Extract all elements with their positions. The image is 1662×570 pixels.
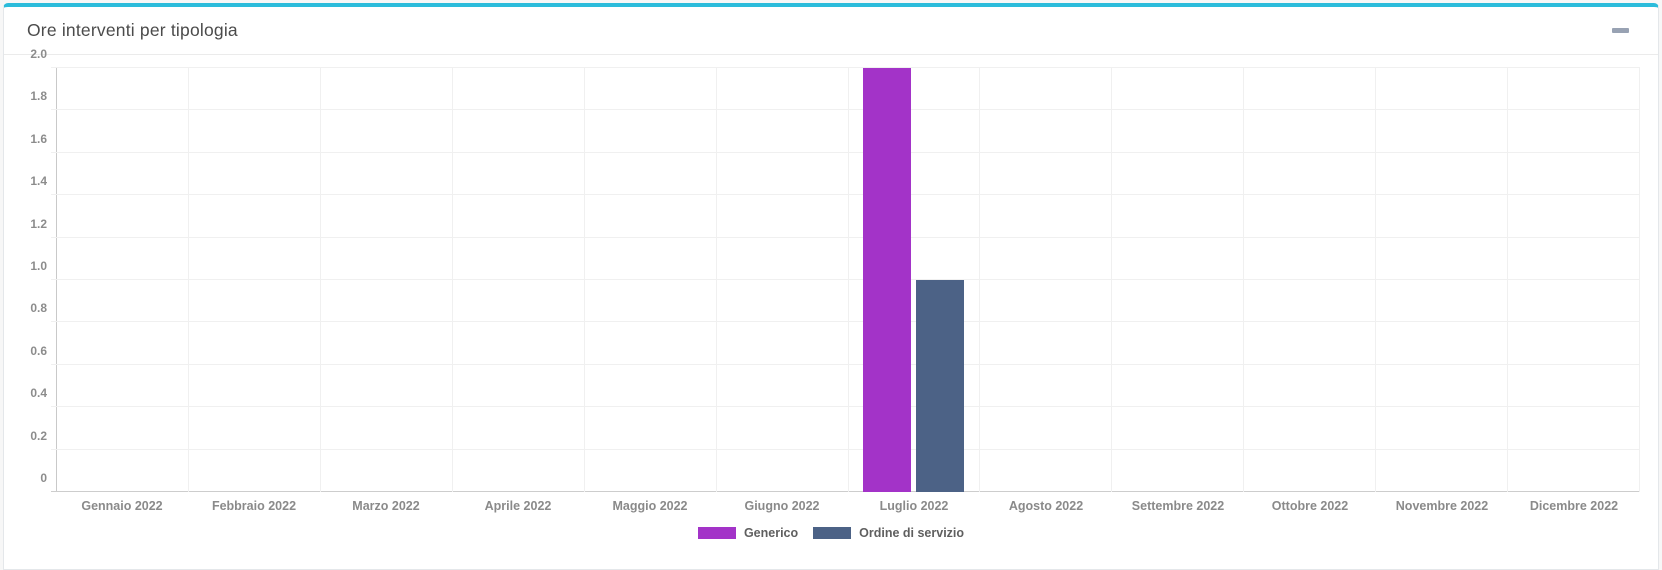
x-tick-label: Febbraio 2022	[211, 499, 297, 513]
legend-item-generico[interactable]: Generico	[697, 526, 799, 540]
bar-group	[849, 68, 980, 492]
y-gridline	[51, 448, 1640, 450]
category-cell	[1112, 68, 1245, 492]
category-cell	[849, 68, 981, 492]
category-cell	[1508, 68, 1641, 492]
chart-area: 2.0 1.8 1.6 1.4 1.2 1.0 0.8 0.6 0.4 0.2 0 Gennaio …	[4, 47, 1658, 540]
category-cell	[980, 68, 1113, 492]
y-gridline	[51, 151, 1640, 153]
minus-icon	[1611, 28, 1629, 33]
x-axis-labels: Gennaio 2022 Febbraio 2022 Marzo 2022 April…	[56, 492, 1640, 513]
legend-label: Generico	[743, 526, 799, 540]
x-tick-label: Novembre 2022	[1395, 499, 1489, 513]
x-tick-label: Luglio 2022	[879, 499, 949, 513]
bar-group	[1508, 68, 1639, 492]
y-tick-label: 0.2	[30, 428, 47, 443]
x-tick-label: Giugno 2022	[744, 499, 820, 513]
y-gridline	[51, 194, 1640, 196]
bar-group	[1244, 68, 1375, 492]
category-cell	[585, 68, 717, 492]
bar-ordine-di-servizio[interactable]	[916, 280, 965, 492]
legend-swatch	[813, 527, 852, 539]
y-gridline	[51, 406, 1640, 408]
y-tick-label: 1.6	[30, 131, 47, 146]
y-gridline	[51, 321, 1640, 323]
bar-group	[57, 68, 188, 492]
y-tick-label: 1.8	[30, 89, 47, 104]
x-tick-label: Ottobre 2022	[1271, 499, 1349, 513]
x-tick-label: Settembre 2022	[1131, 499, 1225, 513]
bar-group	[1376, 68, 1507, 492]
x-tick-label: Agosto 2022	[1008, 499, 1084, 513]
y-tick-label: 2.0	[30, 47, 47, 61]
page-title: Ore interventi per tipologia	[27, 20, 238, 40]
y-tick-label: 1.0	[30, 259, 47, 273]
y-gridline	[51, 491, 1640, 492]
bar-group	[321, 68, 452, 492]
category-cell	[321, 68, 453, 492]
y-gridline	[51, 363, 1640, 365]
y-tick-label: 1.4	[30, 174, 47, 189]
x-tick-label: Maggio 2022	[612, 499, 688, 513]
legend-swatch	[697, 527, 736, 539]
category-cell	[1244, 68, 1377, 492]
bar-generico[interactable]	[863, 68, 912, 492]
bar-group	[980, 68, 1111, 492]
x-tick-label: Gennaio 2022	[81, 499, 163, 513]
y-tick-label: 0	[40, 471, 47, 485]
x-tick-label: Dicembre 2022	[1529, 499, 1619, 513]
x-tick-label: Marzo 2022	[352, 499, 420, 513]
y-tick-label: 0.6	[30, 343, 47, 358]
y-gridline	[51, 109, 1640, 111]
y-tick-label: 0.8	[30, 301, 47, 316]
bar-group	[189, 68, 320, 492]
legend-item-ordine-di-servizio[interactable]: Ordine di servizio	[813, 526, 964, 540]
category-cell	[1376, 68, 1509, 492]
bar-group	[1112, 68, 1243, 492]
widget-header: Ore interventi per tipologia	[4, 7, 1658, 55]
bar-group	[453, 68, 584, 492]
y-tick-label: 1.2	[30, 216, 47, 231]
legend-label: Ordine di servizio	[859, 526, 965, 540]
plot-area: 2.0 1.8 1.6 1.4 1.2 1.0 0.8 0.6 0.4 0.2 0	[30, 47, 1641, 492]
y-gridline	[51, 67, 1640, 68]
y-tick-label: 0.4	[30, 386, 47, 401]
y-gridline	[51, 236, 1640, 238]
category-cell	[189, 68, 321, 492]
categories	[57, 68, 1641, 492]
category-cell	[717, 68, 849, 492]
category-cell	[453, 68, 585, 492]
bar-group	[585, 68, 716, 492]
legend: Generico Ordine di servizio	[4, 526, 1658, 540]
x-tick-label: Aprile 2022	[484, 499, 552, 513]
category-cell	[57, 68, 189, 492]
chart-widget-panel: Ore interventi per tipologia 2.0 1.8 1.6 1.…	[3, 3, 1659, 570]
minimize-button[interactable]	[1609, 24, 1631, 38]
bar-group	[717, 68, 848, 492]
y-gridline	[51, 279, 1640, 280]
